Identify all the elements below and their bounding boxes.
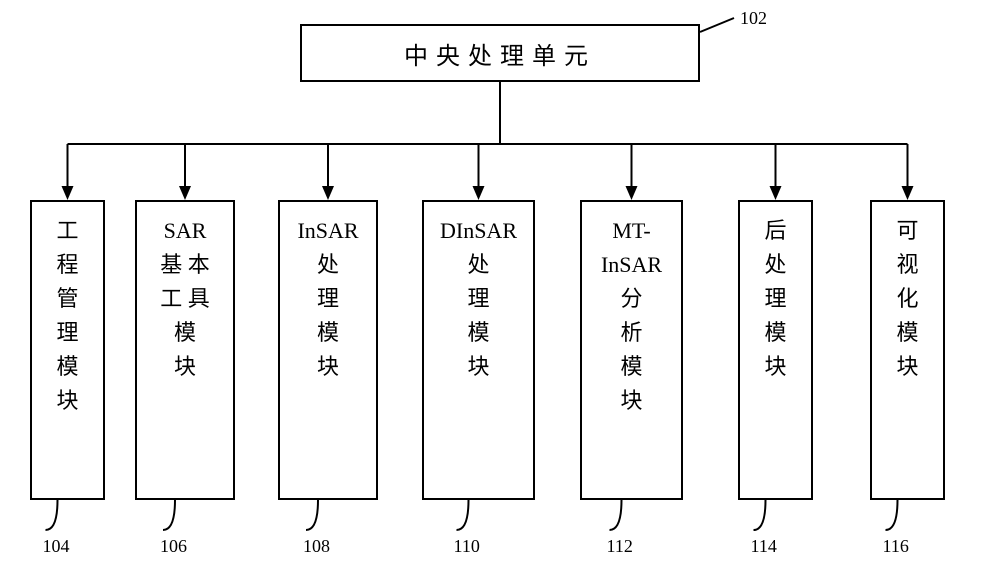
child-label-1: SAR基 本工 具模块 bbox=[160, 214, 210, 384]
child-ref-0: 104 bbox=[43, 536, 70, 557]
child-node-5: 后处理模块 bbox=[738, 200, 813, 500]
child-node-6: 可视化模块 bbox=[870, 200, 945, 500]
diagram-canvas: 中央处理单元 102 工程管理模块 104 SAR基 本工 具模块 106 InSAR处理… bbox=[0, 0, 1000, 582]
child-node-1: SAR基 本工 具模块 bbox=[135, 200, 235, 500]
child-label-2: InSAR处理模块 bbox=[297, 214, 358, 384]
child-label-3: DInSAR处理模块 bbox=[440, 214, 517, 384]
child-label-5: 后处理模块 bbox=[764, 214, 786, 384]
child-node-2: InSAR处理模块 bbox=[278, 200, 378, 500]
root-label: 中央处理单元 bbox=[404, 36, 596, 71]
child-node-4: MT-InSAR分析模块 bbox=[580, 200, 683, 500]
child-ref-1: 106 bbox=[160, 536, 187, 557]
child-label-4: MT-InSAR分析模块 bbox=[601, 214, 662, 419]
child-ref-4: 112 bbox=[607, 536, 633, 557]
child-label-0: 工程管理模块 bbox=[56, 214, 78, 419]
child-node-3: DInSAR处理模块 bbox=[422, 200, 535, 500]
root-node: 中央处理单元 bbox=[300, 24, 700, 82]
child-ref-6: 116 bbox=[883, 536, 909, 557]
child-ref-3: 110 bbox=[454, 536, 480, 557]
child-label-6: 可视化模块 bbox=[896, 214, 918, 384]
child-ref-2: 108 bbox=[303, 536, 330, 557]
root-ref-label: 102 bbox=[740, 8, 767, 29]
child-node-0: 工程管理模块 bbox=[30, 200, 105, 500]
child-ref-5: 114 bbox=[751, 536, 777, 557]
